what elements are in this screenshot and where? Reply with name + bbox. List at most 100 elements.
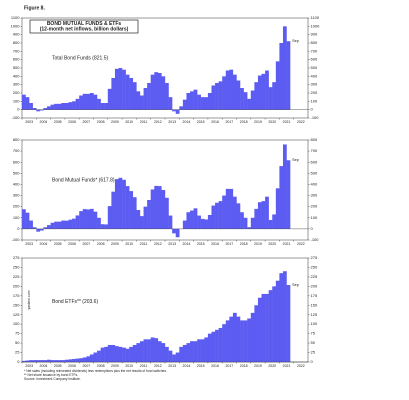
y-tick-label: 300 [311,193,318,198]
bar [93,352,98,362]
bar [79,211,83,229]
x-tick-label: 2006 [68,120,76,124]
bar [43,360,48,362]
x-tick-label: 2005 [54,120,62,124]
x-tick-label: 2007 [82,364,90,368]
x-tick-label: 2017 [225,242,233,246]
bar [282,144,287,229]
bar [22,360,26,362]
bar [218,327,223,362]
bar [200,339,205,362]
x-tick-label: 2005 [54,242,62,246]
y-tick-label: 700 [13,148,20,153]
bar [114,346,119,362]
y-tick-label: 75 [15,331,20,336]
footnote: ** Net share issuance by bond ETFs. [24,373,78,377]
bar [61,103,66,110]
bar [172,354,176,362]
y-tick-label: 175 [311,293,318,298]
x-tick-label: 2021 [283,364,291,368]
y-tick-label: 300 [13,193,20,198]
bar [279,43,284,110]
bar [79,95,83,110]
x-tick-label: 2011 [140,120,148,124]
bar [261,293,266,362]
bar [218,201,223,229]
bar [261,73,266,110]
title-box [29,19,139,34]
x-tick-label: 2013 [168,364,176,368]
watermark: yardeni.com [27,290,31,309]
bar [154,338,159,362]
bar [36,228,41,232]
bar [222,76,226,110]
bar [39,228,44,231]
x-tick-label: 2020 [268,364,276,368]
bar [93,94,98,110]
x-tick-label: 2014 [183,120,191,124]
y-tick-label: 200 [13,90,20,95]
bar [204,97,209,110]
bar [279,273,284,362]
y-tick-label: 125 [13,312,20,317]
x-tick-label: 2009 [111,120,119,124]
y-tick-label: 300 [13,82,20,87]
bar [100,103,105,110]
bar [54,221,58,229]
x-tick-label: 2018 [240,364,248,368]
x-tick-label: 2017 [225,364,233,368]
bar [25,97,30,110]
bar [54,360,58,362]
x-tick-label: 2019 [254,364,262,368]
series-label: Bond ETFs** (203.6) [52,299,98,305]
bar [72,358,76,362]
annotation: Sep [292,39,299,43]
y-tick-label: 225 [13,274,20,279]
y-tick-label: 500 [311,65,318,70]
bar [57,360,62,362]
bar [47,359,51,362]
bar [50,360,55,362]
bar [165,83,169,110]
y-tick-label: 500 [13,170,20,175]
bar [82,357,87,362]
bar [215,329,219,362]
y-tick-label: 100 [13,321,20,326]
bar [282,26,287,110]
bar [61,360,66,362]
bar [207,333,212,362]
bar [129,78,134,110]
y-tick-label: 25 [311,350,316,355]
bar [225,188,230,229]
bar [118,346,123,362]
bar [197,339,201,362]
bar [247,227,251,229]
x-tick-label: 2020 [268,120,276,124]
x-tick-label: 2022 [297,120,305,124]
bar [222,195,226,229]
x-tick-label: 2008 [97,242,105,246]
bar [240,88,244,110]
y-tick-label: 225 [311,274,318,279]
bar [111,191,116,229]
bar [200,218,205,229]
bar [43,227,48,229]
bar [229,316,234,362]
bar [207,215,212,229]
bar [182,220,187,229]
y-tick-label: -100 [11,237,20,242]
bar [75,358,80,362]
bar [175,228,180,238]
bar [122,179,126,229]
bar [175,109,180,114]
bar [229,188,234,229]
chart-subtitle: (12-month net inflows, billion dollars) [40,26,129,32]
bar [275,61,280,110]
bar [139,95,144,110]
bar [50,104,55,110]
x-tick-label: 2008 [97,120,105,124]
bar [193,341,198,362]
bar [111,78,116,110]
